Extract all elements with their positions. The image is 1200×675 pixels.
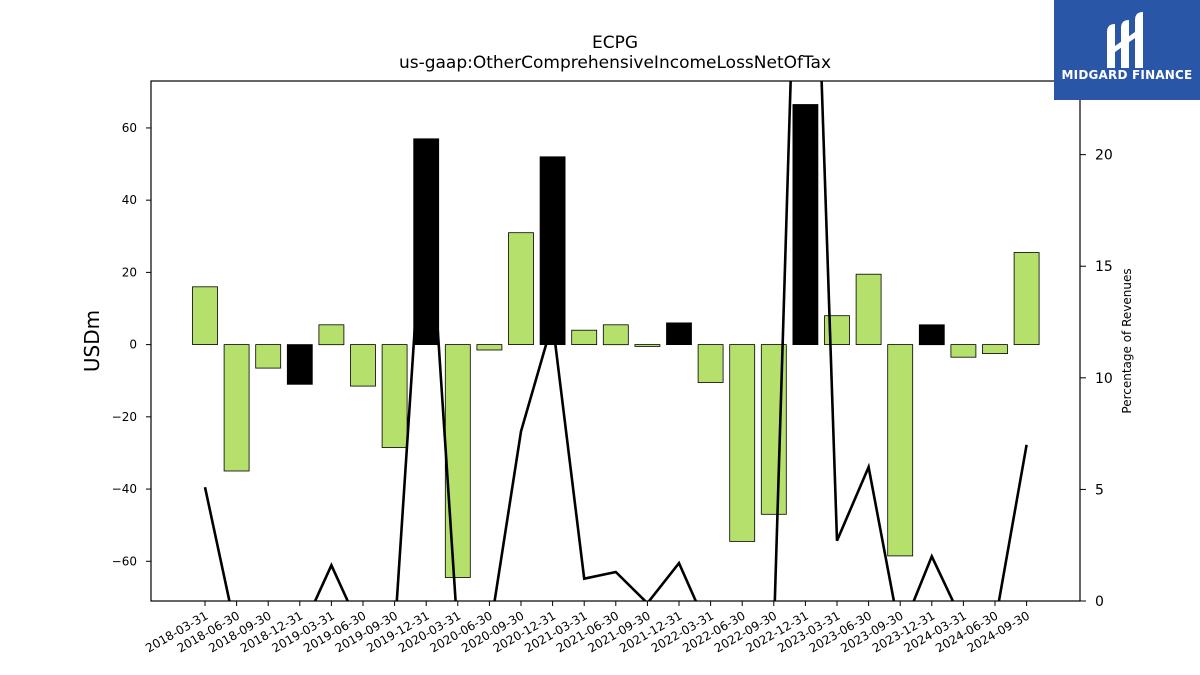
bar-2020-09-30 [508, 232, 534, 345]
y2-tick-label: 0 [1095, 594, 1104, 610]
y2-axis-label: Percentage of Revenues [1120, 268, 1134, 413]
y-axis-right: 0 5 10 15 20 [1080, 148, 1113, 610]
bar-2019-03-31 [318, 324, 345, 346]
bar-2018-03-31 [192, 286, 218, 345]
bar-2018-09-30 [255, 344, 282, 369]
brand-name: MIDGARD FINANCE [1061, 68, 1193, 82]
y-axis-label: USDm [80, 310, 104, 372]
bar-2020-06-30 [476, 344, 503, 351]
bar-2022-12-31 [792, 104, 819, 346]
brand-logo: MIDGARD FINANCE [1054, 0, 1200, 100]
y-tick-label: 40 [122, 193, 137, 207]
bar-2020-03-31 [444, 344, 471, 578]
y-axis-left: −60 −40 −20 0 20 40 60 [112, 121, 151, 568]
y-tick-label: 20 [122, 265, 137, 279]
bar-2023-09-30 [887, 344, 914, 557]
chart-title: ECPG [592, 33, 638, 53]
y-tick-label: 0 [129, 338, 137, 352]
bar-2023-06-30 [855, 273, 882, 346]
y2-tick-label: 5 [1095, 482, 1104, 498]
bar-2024-06-30 [982, 344, 1008, 355]
bar-2018-12-31 [286, 344, 313, 385]
bar-2021-06-30 [602, 324, 629, 346]
chart-subtitle: us-gaap:OtherComprehensiveIncomeLossNetO… [399, 53, 831, 73]
y2-tick-label: 15 [1095, 259, 1113, 275]
bar-2024-09-30 [1013, 252, 1040, 345]
bar-2019-06-30 [350, 344, 376, 387]
y-tick-label: −40 [112, 482, 137, 496]
bars-layer [192, 104, 1040, 578]
line-layer [203, 81, 1028, 601]
y-tick-label: −20 [112, 410, 137, 424]
bar-2021-03-31 [571, 329, 598, 346]
bar-2022-03-31 [697, 344, 724, 383]
bar-2022-06-30 [729, 344, 756, 542]
bar-2023-03-31 [824, 315, 850, 346]
x-axis: 2018-03-312018-06-302018-09-302018-12-31… [143, 601, 1032, 655]
bar-2019-09-30 [381, 344, 408, 448]
bar-2023-12-31 [918, 324, 945, 346]
y2-tick-label: 20 [1095, 148, 1113, 164]
y2-tick-label: 10 [1095, 371, 1113, 387]
y-tick-label: 60 [122, 121, 137, 135]
midgard-logo-icon [1107, 12, 1143, 68]
bar-2020-12-31 [539, 156, 566, 346]
bar-2021-09-30 [634, 344, 661, 347]
bar-2021-12-31 [666, 322, 692, 345]
y-tick-label: −60 [112, 554, 137, 568]
bar-2024-03-31 [950, 344, 977, 358]
bar-2018-06-30 [223, 344, 250, 472]
line-series [203, 81, 1028, 601]
